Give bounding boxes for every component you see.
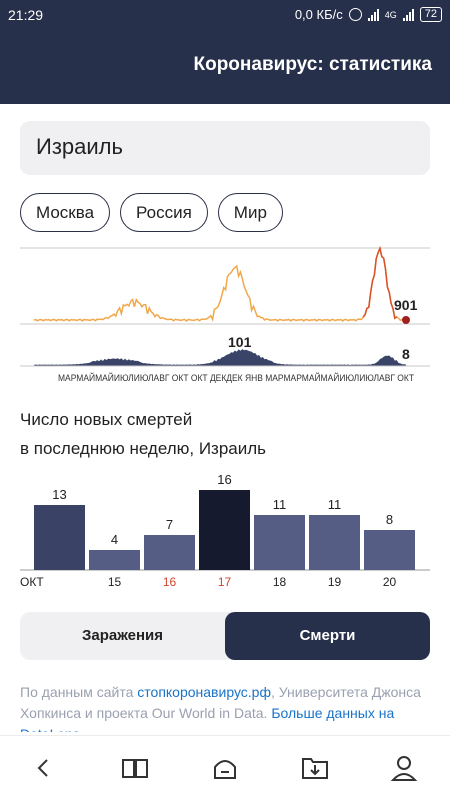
deaths-sparkline xyxy=(34,349,406,366)
signal-icon-2 xyxy=(402,8,414,21)
bar-value-label: 11 xyxy=(273,497,287,512)
bar-tick-label: 16 xyxy=(163,575,177,589)
overview-sparkline[interactable]: 901 101 8 МАРМАЙМАЙИЮЛИЮЛАВГ ОКТ ОКТ ДЕК… xyxy=(20,244,430,384)
bar-value-label: 16 xyxy=(217,472,231,487)
cases-peak-sparkline xyxy=(362,245,398,320)
bar-tick-label: 19 xyxy=(328,575,342,589)
bar-6[interactable] xyxy=(364,530,415,570)
bar-tick-label: 20 xyxy=(383,575,397,589)
chip-moscow[interactable]: Москва xyxy=(20,193,111,232)
bar-value-label: 8 xyxy=(386,512,393,527)
home-icon[interactable] xyxy=(207,750,243,786)
section-title-line1: Число новых смертей xyxy=(20,410,193,429)
bar-value-label: 11 xyxy=(328,497,342,512)
source-middle: , Университета Джонса Хопкинса и проекта… xyxy=(20,684,421,721)
weekly-deaths-chart[interactable]: 13 ОКТ 4 15 7 16 16 17 11 18 11 19 8 20 xyxy=(20,465,430,590)
metric-toggle: Заражения Смерти xyxy=(20,612,430,660)
status-bar: 21:29 0,0 КБ/с 4G 72 xyxy=(0,0,450,30)
back-icon[interactable] xyxy=(26,750,62,786)
bar-value-label: 7 xyxy=(166,517,173,532)
bar-tick-label: 15 xyxy=(108,575,122,589)
bar-value-label: 13 xyxy=(52,487,66,502)
source-note: По данным сайта стопкоронавирус.рф, Унив… xyxy=(20,682,435,732)
month-axis: МАРМАЙМАЙИЮЛИЮЛАВГ ОКТ ОКТ ДЕКДЕК ЯНВ МА… xyxy=(58,372,414,383)
alarm-icon xyxy=(348,8,362,21)
bar-tick-label: ОКТ xyxy=(20,575,44,589)
source-link-stopcorona[interactable]: стопкоронавирус.рф xyxy=(137,684,271,700)
chip-world[interactable]: Мир xyxy=(217,193,283,232)
deaths-peak-label: 101 xyxy=(228,334,252,350)
region-chips: Москва Россия Мир xyxy=(20,193,283,232)
datalens-link[interactable]: Больше данных на DataLens xyxy=(20,705,395,732)
source-prefix: По данным сайта xyxy=(20,684,138,700)
cases-current-marker xyxy=(402,316,410,324)
net-speed: 0,0 КБ/с xyxy=(294,7,343,22)
tab-deaths[interactable]: Смерти xyxy=(225,612,430,660)
deaths-current-label: 8 xyxy=(402,346,410,362)
status-time: 21:29 xyxy=(8,7,44,23)
page-title: Коронавирус: статистика xyxy=(193,54,433,75)
bar-3[interactable] xyxy=(199,490,250,570)
cases-sparkline xyxy=(33,245,407,322)
signal-icon xyxy=(367,8,379,21)
section-title-line2: в последнюю неделю, Израиль xyxy=(20,439,267,458)
bar-5[interactable] xyxy=(309,515,360,570)
download-folder-icon[interactable] xyxy=(297,750,333,786)
bar-value-label: 4 xyxy=(111,532,118,547)
bottom-nav xyxy=(0,735,450,800)
bar-tick-label: 18 xyxy=(273,575,287,589)
book-icon[interactable] xyxy=(117,750,153,786)
bar-tick-label: 17 xyxy=(218,575,232,589)
cases-current-label: 901 xyxy=(394,297,418,313)
chip-russia[interactable]: Россия xyxy=(120,193,208,232)
network-type: 4G xyxy=(384,9,397,20)
section-title: Число новых смертей в последнюю неделю, … xyxy=(20,405,266,463)
bar-1[interactable] xyxy=(89,550,140,570)
bar-0[interactable] xyxy=(34,505,85,570)
tab-infections[interactable]: Заражения xyxy=(81,627,164,644)
profile-icon[interactable] xyxy=(386,750,422,786)
bar-4[interactable] xyxy=(254,515,305,570)
country-input[interactable]: Израиль xyxy=(20,121,430,175)
app-header: Коронавирус: статистика xyxy=(0,30,450,104)
bar-2[interactable] xyxy=(144,535,195,570)
battery-indicator: 72 xyxy=(419,7,442,22)
status-icons: 0,0 КБ/с 4G 72 xyxy=(295,7,442,22)
